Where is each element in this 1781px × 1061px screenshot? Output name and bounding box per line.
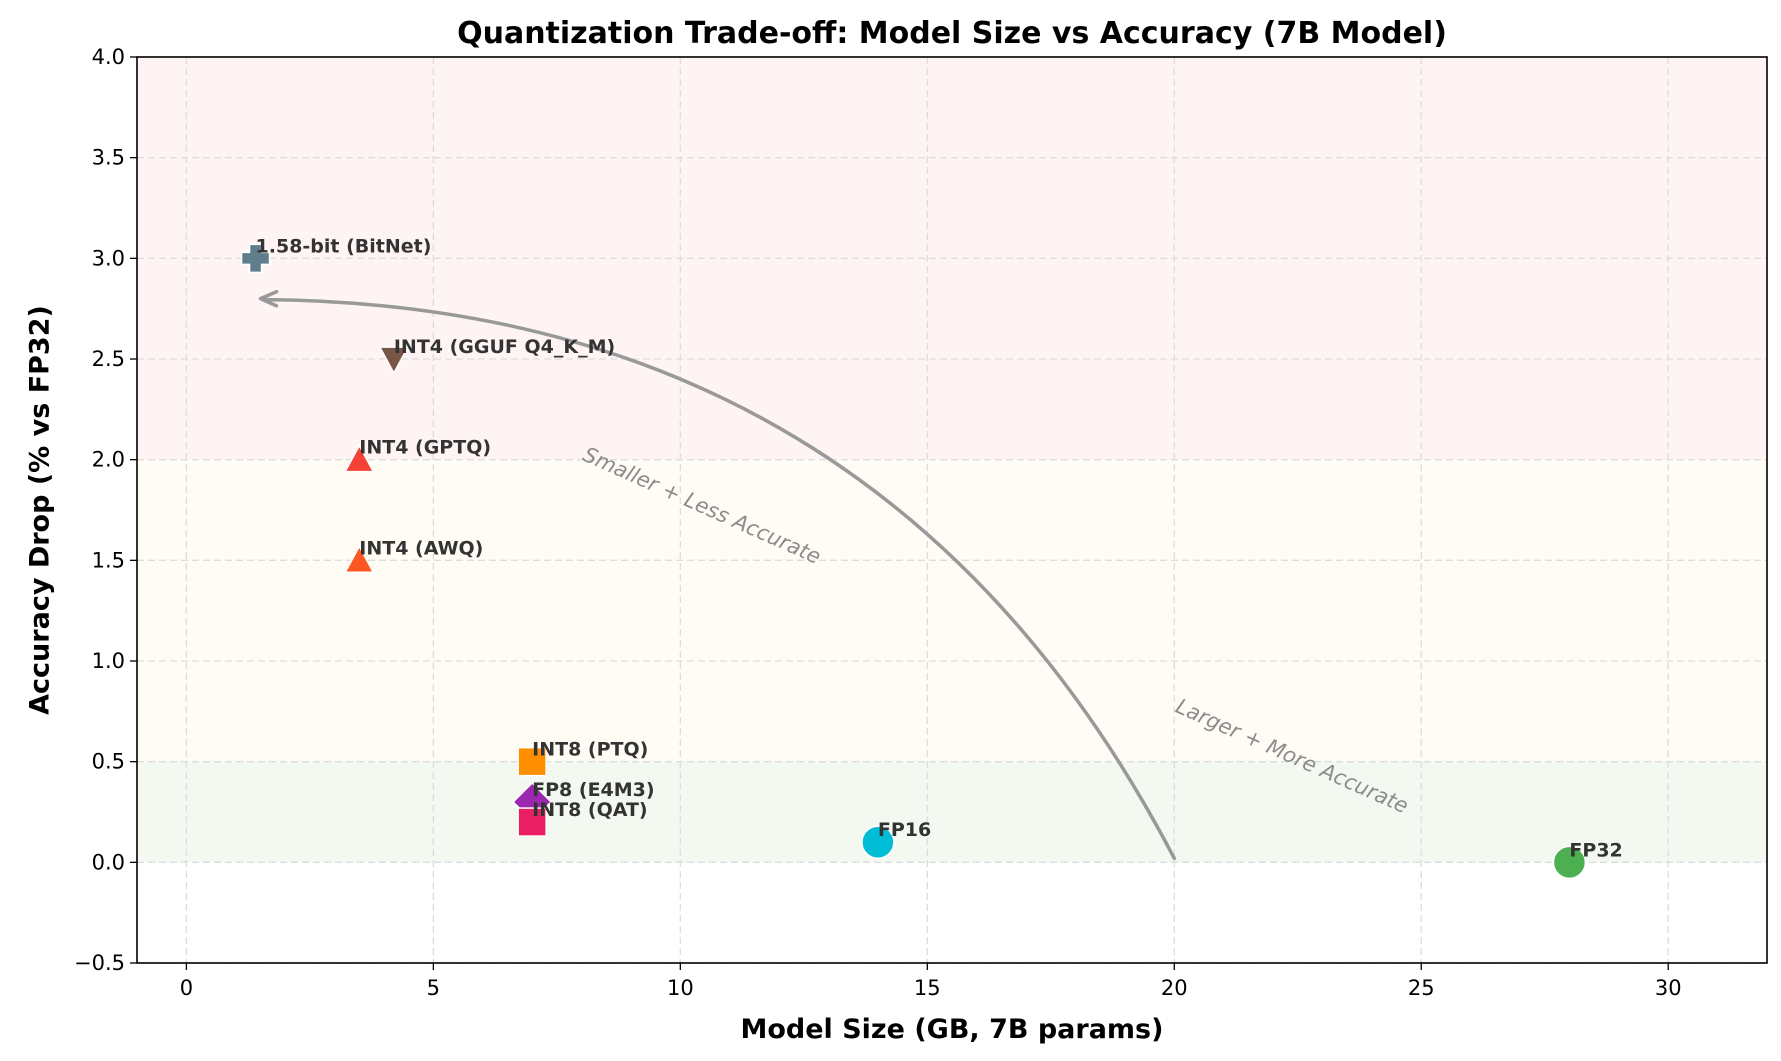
y-tick-label: 3.0 bbox=[92, 246, 125, 270]
chart-title: Quantization Trade-off: Model Size vs Ac… bbox=[457, 16, 1447, 51]
label-int8-qat: INT8 (QAT) bbox=[532, 799, 647, 821]
y-axis-ticks: −0.5 0.0 0.5 1.0 1.5 2.0 2.5 3.0 3.5 4.0 bbox=[74, 45, 137, 975]
x-tick-label: 0 bbox=[180, 976, 193, 1000]
label-int4-gguf-q4-k-m: INT4 (GGUF Q4_K_M) bbox=[394, 336, 615, 358]
trend-arrow-head bbox=[258, 289, 279, 308]
label-fp16: FP16 bbox=[878, 819, 931, 841]
label-fp32: FP32 bbox=[1569, 839, 1622, 861]
x-tick-label: 30 bbox=[1655, 976, 1682, 1000]
point-int4-gguf-q4-k-m bbox=[378, 346, 410, 375]
point-1-58-bit-bitnet bbox=[240, 243, 271, 274]
plot-frame bbox=[136, 56, 1768, 964]
point-int8-ptq bbox=[517, 746, 547, 777]
label-fp8-e4m3: FP8 (E4M3) bbox=[532, 779, 654, 801]
x-tick-label: 25 bbox=[1408, 976, 1435, 1000]
point-fp16 bbox=[861, 825, 895, 859]
y-tick-label: 0.5 bbox=[92, 750, 125, 774]
trend-arrow bbox=[258, 289, 1177, 861]
point-labels: FP32 FP16 INT8 (PTQ) FP8 (E4M3)INT8 (QAT) IN… bbox=[256, 235, 1623, 861]
x-axis-ticks: 0 5 10 15 20 25 30 bbox=[180, 963, 1682, 1000]
point-int4-gptq bbox=[344, 444, 375, 473]
y-tick-label: −0.5 bbox=[74, 951, 125, 975]
accuracy-band-1 bbox=[137, 459, 1767, 762]
y-tick-label: 1.0 bbox=[92, 649, 125, 673]
y-tick-label: 3.5 bbox=[92, 146, 125, 170]
y-tick-label: 2.0 bbox=[92, 448, 125, 472]
label-int8-ptq: INT8 (PTQ) bbox=[532, 739, 648, 761]
x-axis-label: Model Size (GB, 7B params) bbox=[741, 1014, 1164, 1045]
y-tick-label: 0.0 bbox=[92, 850, 125, 874]
y-tick-label: 1.5 bbox=[92, 548, 125, 572]
x-tick-label: 10 bbox=[667, 976, 694, 1000]
trend-arrow-curve bbox=[262, 297, 1177, 861]
y-tick-label: 4.0 bbox=[92, 45, 125, 69]
x-tick-label: 5 bbox=[427, 976, 440, 1000]
data-points bbox=[240, 243, 1587, 880]
y-tick-label: 2.5 bbox=[92, 347, 125, 371]
accuracy-band-2 bbox=[137, 761, 1767, 863]
label-int4-gptq: INT4 (GPTQ) bbox=[359, 437, 491, 459]
x-tick-label: 15 bbox=[914, 976, 941, 1000]
point-int8-qat bbox=[517, 807, 547, 837]
y-axis-label: Accuracy Drop (% vs FP32) bbox=[25, 305, 56, 715]
x-tick-label: 20 bbox=[1161, 976, 1188, 1000]
point-fp32 bbox=[1552, 845, 1587, 880]
label-int4-awq: INT4 (AWQ) bbox=[359, 537, 483, 559]
point-int4-awq bbox=[344, 544, 375, 573]
label-1-58-bit-bitnet: 1.58-bit (BitNet) bbox=[256, 235, 432, 257]
